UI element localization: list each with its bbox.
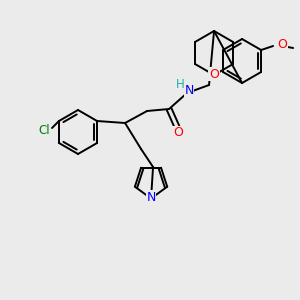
Text: O: O: [173, 127, 183, 140]
Text: O: O: [277, 38, 287, 52]
Text: N: N: [184, 83, 194, 97]
Text: H: H: [176, 77, 184, 91]
Text: N: N: [146, 191, 156, 204]
Text: Cl: Cl: [38, 124, 50, 136]
Text: O: O: [209, 68, 219, 80]
